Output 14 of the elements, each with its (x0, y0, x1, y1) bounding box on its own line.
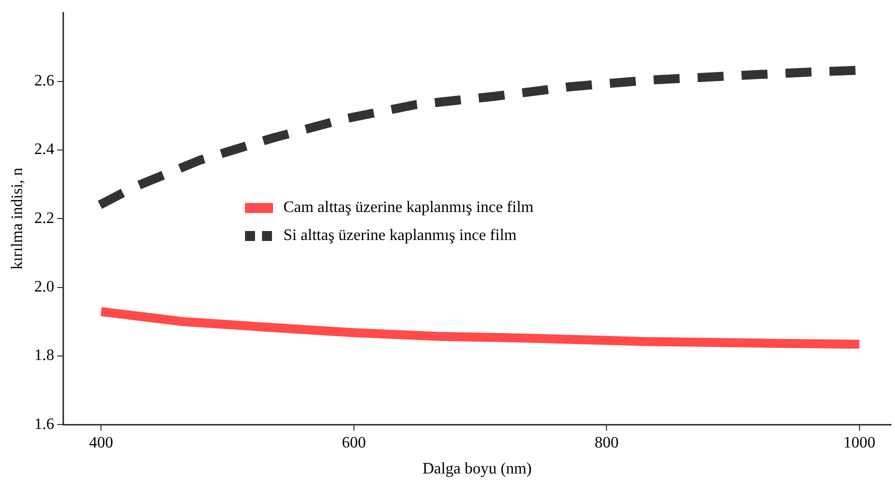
y-tick-label: 2.6 (34, 72, 54, 90)
y-tick-label: 1.8 (34, 347, 54, 364)
x-tick-label: 400 (89, 434, 114, 452)
y-tick-label: 2.4 (34, 141, 54, 158)
x-tick-label: 1000 (843, 434, 876, 452)
legend-label: Cam alttaş üzerine kaplanmış ince film (283, 198, 534, 217)
y-tick-label: 2.2 (34, 210, 54, 227)
x-tick-label: 600 (342, 434, 366, 452)
y-tick-label: 2.0 (34, 278, 54, 296)
y-axis-title: kırılma indisi, n (8, 168, 26, 270)
y-tick-label: 1.6 (34, 416, 54, 433)
x-tick-label: 800 (594, 434, 619, 452)
x-axis-title: Dalga boyu (nm) (422, 460, 532, 478)
legend-label: Si alttaş üzerine kaplanmış ince film (283, 226, 517, 245)
